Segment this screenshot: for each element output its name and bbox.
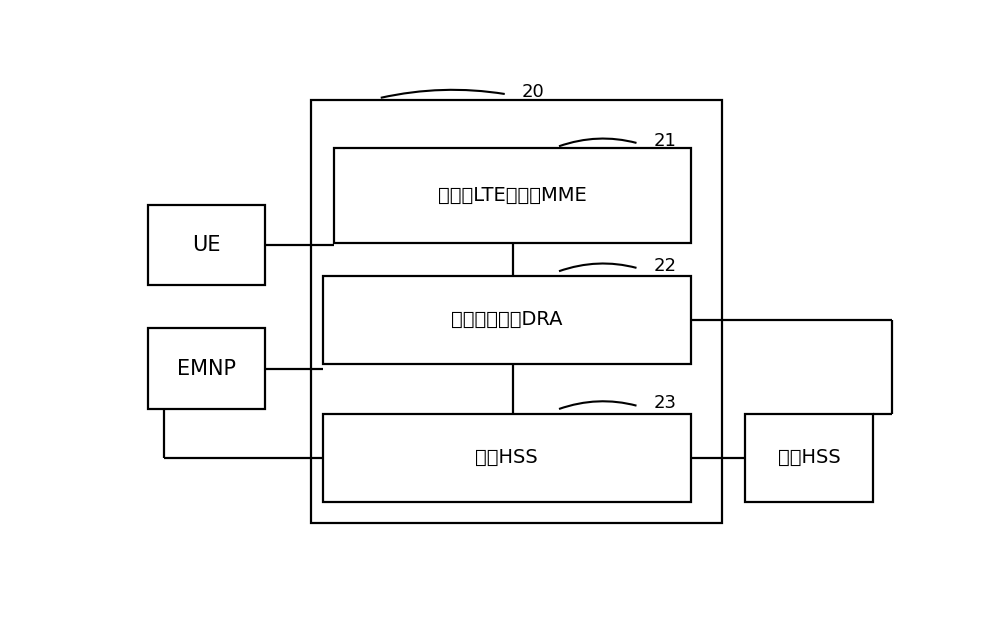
- Text: EMNP: EMNP: [177, 358, 236, 379]
- Bar: [311, 100, 722, 523]
- Text: 漫游地LTE网络的MME: 漫游地LTE网络的MME: [438, 186, 587, 205]
- Bar: [148, 205, 264, 286]
- Text: 22: 22: [654, 257, 677, 275]
- Text: 第一HSS: 第一HSS: [475, 448, 538, 467]
- Bar: [323, 414, 691, 502]
- Bar: [323, 276, 691, 364]
- Bar: [334, 147, 691, 242]
- Text: UE: UE: [192, 235, 221, 255]
- Text: 21: 21: [654, 131, 676, 149]
- Text: 第二HSS: 第二HSS: [778, 448, 840, 467]
- Text: 20: 20: [522, 83, 545, 101]
- Bar: [745, 414, 873, 502]
- Bar: [148, 328, 264, 409]
- Text: 国际漫游网关DRA: 国际漫游网关DRA: [451, 310, 562, 329]
- Text: 23: 23: [654, 394, 677, 412]
